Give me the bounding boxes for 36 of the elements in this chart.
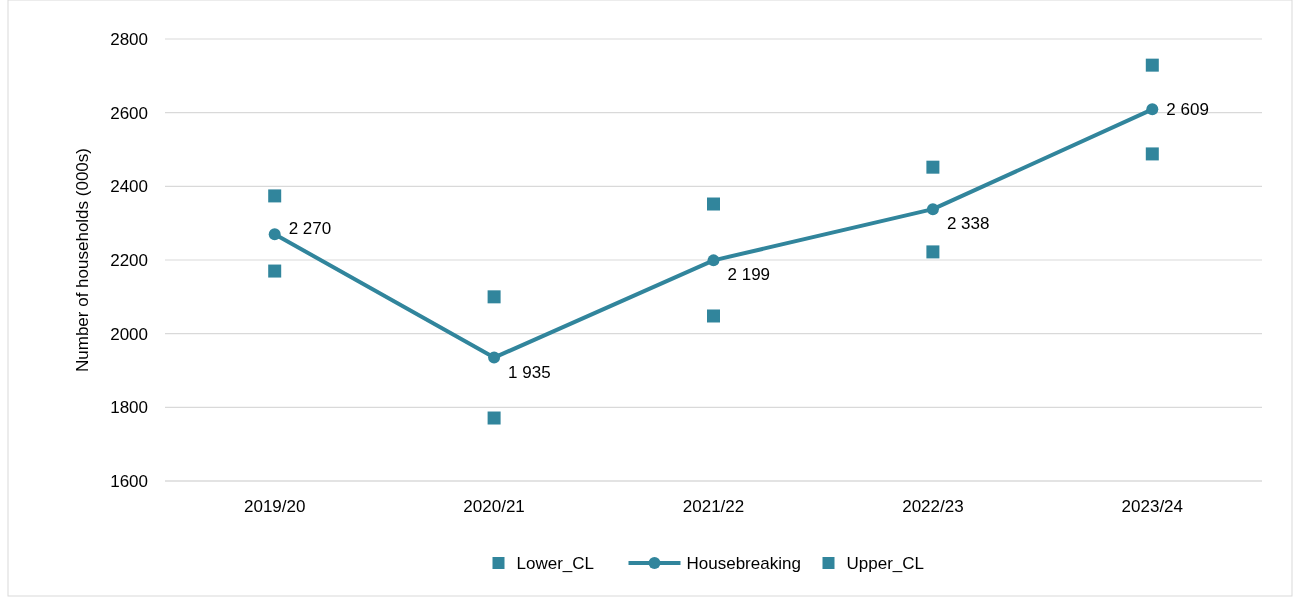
point	[488, 351, 501, 364]
point	[707, 197, 720, 211]
y-tick-label: 1600	[110, 472, 148, 491]
point	[1146, 103, 1159, 116]
x-tick-label: 2019/20	[243, 497, 306, 516]
y-tick-label: 2000	[110, 324, 148, 344]
y-tick-label: 2800	[110, 30, 148, 49]
x-tick-label: 2021/22	[682, 497, 745, 516]
data-label: 1 935	[508, 362, 551, 382]
y-tick-label: 2600	[110, 103, 148, 123]
point	[268, 264, 282, 278]
point	[487, 290, 501, 304]
point	[926, 160, 940, 174]
point	[1145, 58, 1159, 72]
data-label: 2 270	[288, 219, 332, 239]
point	[707, 254, 720, 267]
legend-label: Lower_CL	[516, 554, 594, 573]
y-tick-label: 2400	[110, 177, 148, 197]
point	[926, 245, 940, 259]
legend-label: Upper_CL	[846, 554, 924, 573]
x-tick-label: 2022/23	[902, 497, 964, 516]
point	[707, 309, 720, 323]
point	[268, 228, 281, 241]
y-tick-label: 1800	[110, 398, 148, 418]
data-label: 2 338	[946, 214, 990, 234]
data-label: 2 199	[727, 265, 771, 285]
point	[487, 411, 501, 425]
data-label: 2 609	[1166, 100, 1209, 120]
y-axis-title: Number of households (000s)	[73, 148, 92, 372]
x-tick-label: 2023/24	[1121, 497, 1184, 516]
x-tick-label: 2020/21	[463, 497, 525, 516]
point	[268, 189, 282, 203]
legend-label: Housebreaking	[686, 554, 801, 573]
point	[926, 203, 939, 216]
y-tick-label: 2200	[110, 251, 148, 270]
point	[1145, 147, 1159, 161]
